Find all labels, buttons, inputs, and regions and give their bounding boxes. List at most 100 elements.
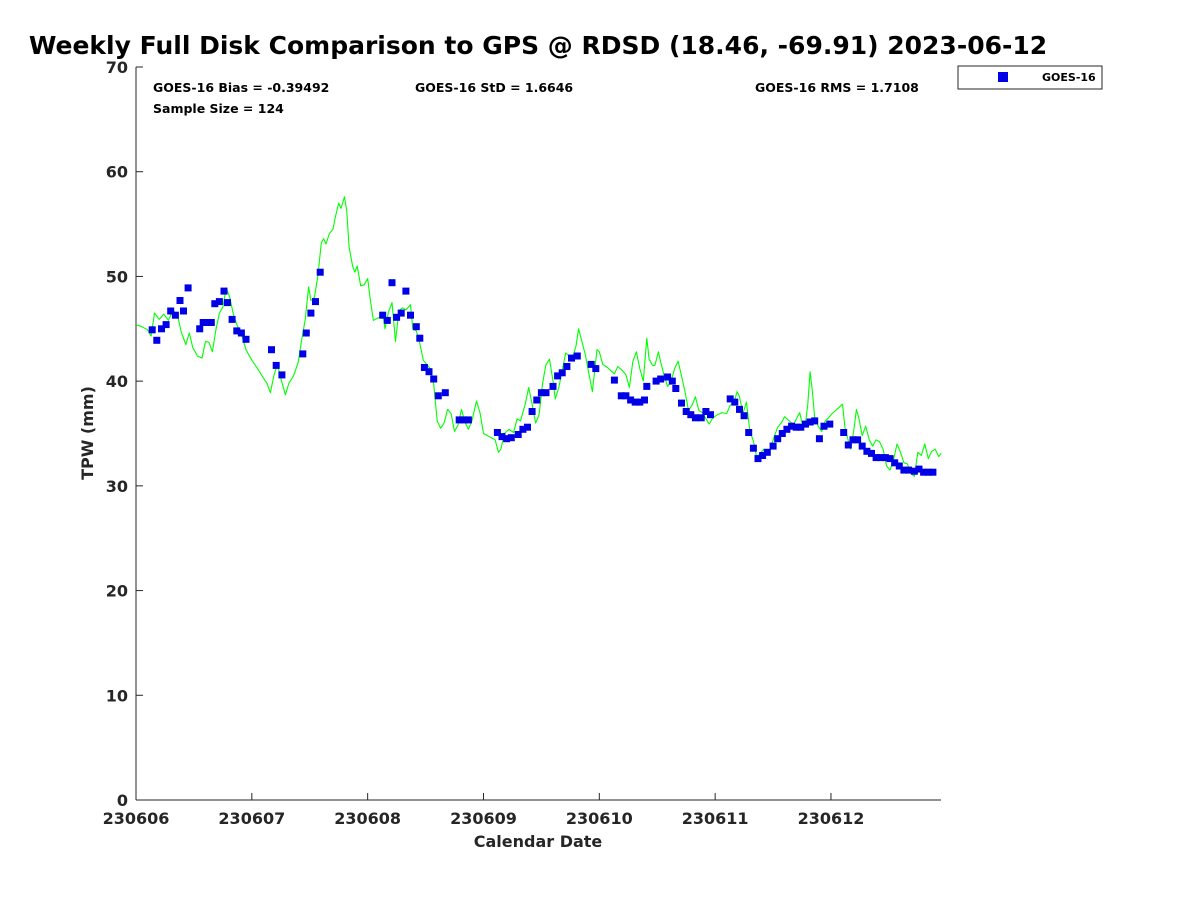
goes-point: [397, 309, 405, 317]
goes-point: [691, 414, 699, 422]
x-tick-label: 230606: [103, 809, 170, 828]
x-axis-label: Calendar Date: [474, 832, 603, 851]
goes-point: [224, 299, 231, 307]
bias-stat: GOES-16 Bias = -0.39492: [153, 80, 329, 95]
goes-point: [788, 422, 796, 430]
chart-title: Weekly Full Disk Comparison to GPS @ RDS…: [29, 31, 1047, 60]
goes-point: [929, 468, 937, 476]
sample-size-stat: Sample Size = 124: [153, 101, 284, 116]
goes-point: [388, 279, 396, 287]
goes-point: [211, 300, 219, 308]
goes-point: [171, 311, 179, 319]
goes-point: [664, 373, 672, 381]
goes-point: [528, 408, 536, 415]
goes-point: [617, 392, 625, 400]
goes-point: [549, 382, 557, 390]
goes-point: [877, 454, 885, 462]
goes-point: [672, 385, 680, 392]
goes-point: [196, 325, 204, 333]
y-tick-label: 40: [106, 372, 128, 391]
goes-point: [441, 389, 449, 397]
goes-point: [425, 368, 433, 376]
x-tick-label: 230609: [450, 809, 517, 828]
goes-point: [697, 414, 705, 422]
goes-point: [815, 435, 823, 443]
goes-point: [749, 444, 757, 452]
goes-point: [731, 398, 739, 406]
goes-point: [707, 411, 714, 419]
goes-point: [610, 376, 618, 384]
y-tick-label: 70: [106, 58, 128, 77]
goes-point: [636, 398, 644, 406]
goes-point: [627, 396, 635, 404]
goes-point: [412, 323, 420, 331]
goes-point: [631, 398, 639, 406]
goes-point: [643, 382, 651, 390]
goes-point: [455, 416, 463, 424]
goes-point: [312, 298, 319, 306]
goes-point: [542, 389, 550, 397]
goes-point: [379, 311, 387, 319]
goes-point: [774, 435, 782, 443]
goes-point: [844, 441, 852, 449]
x-ticks: 230606 230607 230608 230609 230610 230611 2306…: [103, 793, 864, 828]
goes-point: [910, 467, 918, 475]
goes-point: [207, 319, 215, 326]
goes-point: [460, 416, 468, 424]
goes-point: [826, 420, 834, 428]
goes-point: [430, 375, 438, 383]
goes-point: [554, 372, 562, 380]
legend: GOES-16: [957, 65, 1103, 90]
goes-point: [792, 423, 800, 431]
gps-series: [135, 196, 942, 477]
goes-point: [915, 465, 923, 473]
goes-point: [783, 425, 791, 433]
goes-point: [900, 466, 908, 474]
goes-point: [858, 442, 866, 450]
goes-point: [726, 395, 734, 403]
goes-point: [307, 309, 315, 317]
goes-point: [641, 396, 648, 404]
goes-point: [886, 455, 894, 463]
goes-point: [167, 307, 175, 315]
goes-point: [924, 468, 932, 476]
goes-point: [299, 350, 307, 358]
goes-point: [519, 425, 527, 433]
y-tick-label: 0: [117, 791, 128, 810]
goes-point: [383, 316, 391, 324]
goes-point: [745, 429, 753, 436]
goes-point: [507, 434, 515, 442]
goes-point: [407, 311, 414, 319]
goes-point: [215, 298, 223, 306]
goes-point: [802, 420, 809, 428]
goes-point: [652, 377, 660, 385]
legend-marker: [998, 72, 1008, 82]
goes-point: [533, 396, 541, 404]
goes-point: [278, 371, 286, 379]
y-tick-label: 30: [106, 477, 128, 496]
goes-point: [840, 429, 848, 436]
x-tick-label: 230607: [218, 809, 285, 828]
plot-area: 0 10 20 30 40 50 60 70 230606 230607 230608 230609…: [103, 58, 942, 828]
goes-point: [863, 447, 871, 455]
goes-point: [736, 405, 743, 413]
goes-point: [849, 436, 857, 444]
goes-point: [464, 416, 472, 424]
goes-point: [316, 268, 324, 276]
x-tick-label: 230611: [682, 809, 749, 828]
goes-point: [537, 389, 545, 397]
goes-point: [568, 354, 575, 362]
goes-point: [402, 287, 410, 295]
goes-point: [524, 423, 531, 431]
goes-point: [820, 422, 828, 430]
goes-point: [868, 449, 875, 457]
y-tick-label: 20: [106, 582, 128, 601]
goes-point: [806, 418, 814, 426]
goes-point: [158, 325, 165, 333]
goes-point: [162, 321, 170, 329]
goes-point: [503, 435, 511, 443]
goes-point: [891, 459, 899, 467]
goes-point: [233, 327, 241, 335]
goes-point: [416, 334, 424, 342]
x-tick-label: 230610: [566, 809, 633, 828]
